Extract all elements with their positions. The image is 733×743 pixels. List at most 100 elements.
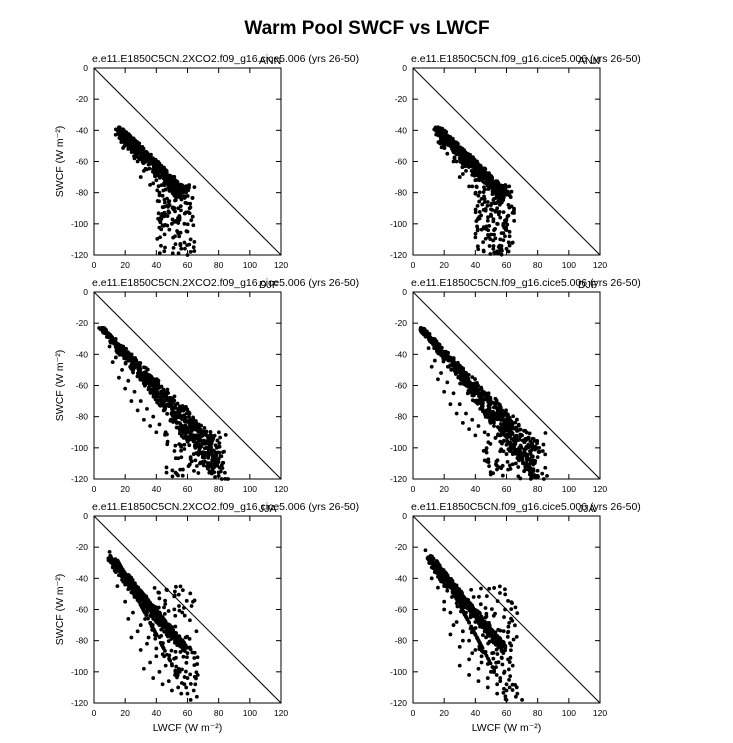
data-point	[501, 210, 506, 215]
data-point	[464, 168, 468, 173]
data-point	[473, 210, 478, 215]
data-point	[194, 694, 199, 699]
data-point	[216, 430, 221, 435]
data-point	[155, 618, 160, 623]
data-point	[188, 591, 193, 596]
x-axis-label: LWCF (W m⁻²)	[472, 722, 542, 734]
y-tick-label: -40	[395, 349, 408, 359]
reference-line	[412, 67, 601, 256]
data-point	[450, 590, 455, 595]
data-point	[469, 587, 474, 592]
data-point	[143, 370, 148, 374]
data-point	[141, 417, 146, 422]
data-point	[467, 427, 471, 432]
data-point	[121, 131, 126, 136]
data-point	[448, 402, 453, 407]
data-point	[466, 384, 471, 389]
data-point	[508, 655, 513, 660]
data-point	[448, 358, 452, 363]
data-point	[510, 425, 515, 430]
data-point	[152, 391, 157, 396]
data-point	[178, 639, 183, 644]
point-cloud	[106, 553, 200, 690]
data-point	[153, 159, 158, 163]
data-point	[515, 691, 520, 696]
data-point	[193, 443, 197, 448]
data-point	[498, 237, 503, 242]
data-point	[129, 635, 134, 640]
data-point	[475, 613, 480, 618]
data-point	[512, 446, 517, 451]
data-point	[506, 240, 511, 245]
data-point	[489, 184, 494, 189]
data-point	[163, 403, 168, 408]
data-point	[468, 626, 473, 631]
data-point	[518, 443, 523, 448]
data-point	[191, 245, 196, 250]
y-tick-label: -120	[390, 698, 407, 708]
data-point	[116, 132, 121, 136]
season-label: JJA	[259, 503, 277, 515]
data-point	[195, 464, 199, 468]
data-point	[122, 144, 127, 149]
data-point	[518, 434, 522, 439]
data-point	[507, 440, 511, 445]
data-point	[493, 636, 498, 640]
data-point	[430, 559, 435, 564]
data-point	[513, 605, 518, 610]
data-point	[481, 650, 486, 655]
data-point	[478, 602, 483, 607]
data-point	[218, 435, 223, 440]
data-point	[499, 194, 504, 199]
data-point	[506, 425, 511, 430]
data-point	[188, 697, 193, 702]
data-point	[500, 662, 505, 667]
data-point	[175, 425, 180, 430]
data-point	[483, 606, 488, 610]
point-cloud	[113, 125, 197, 256]
data-point	[479, 174, 484, 179]
data-point	[481, 207, 486, 212]
data-point	[139, 151, 144, 156]
data-point	[111, 561, 116, 566]
data-point	[478, 387, 482, 392]
data-point	[452, 156, 457, 161]
data-point	[192, 240, 197, 244]
data-point	[151, 414, 156, 419]
data-point	[182, 675, 187, 679]
data-point	[213, 475, 217, 479]
data-point	[187, 414, 191, 419]
data-point	[510, 663, 515, 668]
data-point	[522, 450, 527, 454]
data-point	[166, 639, 171, 644]
data-point	[478, 396, 483, 401]
data-point	[507, 677, 511, 682]
data-point	[473, 235, 478, 240]
data-point	[153, 397, 158, 402]
data-point	[106, 556, 111, 561]
data-point	[509, 643, 514, 648]
data-point	[475, 391, 480, 396]
y-tick-label: -40	[395, 125, 408, 135]
data-point	[531, 462, 536, 467]
data-point	[138, 593, 143, 597]
data-point	[486, 432, 491, 437]
data-point	[138, 623, 143, 627]
data-point	[179, 246, 184, 251]
data-point	[454, 159, 459, 164]
x-tick-label: 60	[502, 260, 512, 270]
data-point	[155, 607, 159, 612]
data-point	[179, 681, 184, 685]
data-point	[488, 418, 492, 423]
scatter-panel: e.e11.E1850C5CN.2XCO2.f09_g16.cice5.006 …	[54, 53, 359, 270]
data-point	[179, 643, 184, 648]
x-tick-label: 40	[471, 260, 481, 270]
data-point	[160, 389, 165, 394]
data-point	[480, 622, 484, 627]
data-point	[491, 650, 496, 655]
y-tick-label: -80	[395, 188, 408, 198]
data-point	[504, 682, 509, 687]
data-point	[482, 194, 486, 199]
data-point	[508, 648, 513, 653]
data-point	[162, 249, 167, 254]
